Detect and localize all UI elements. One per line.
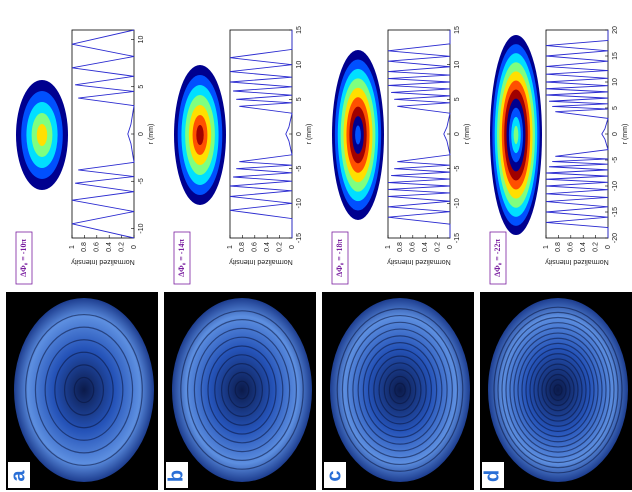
y-tick-label: 0 (289, 245, 296, 249)
x-tick-label: 0 (138, 132, 145, 136)
y-tick-label: 1 (385, 245, 392, 249)
x-tick-label: 10 (454, 61, 461, 69)
sim-ring (196, 125, 203, 145)
x-tick-label: -5 (138, 178, 145, 184)
y-tick-label: 1 (227, 245, 234, 249)
y-tick-label: 0 (447, 245, 454, 249)
y-tick-label: 0.2 (434, 242, 441, 252)
y-tick-label: 0.2 (118, 242, 125, 252)
sim-ring (355, 126, 361, 145)
phase-label: ΔΦ₀ = -18π (335, 239, 344, 277)
sim-ring (37, 124, 47, 146)
x-tick-label: -10 (296, 198, 303, 208)
y-tick-label: 0.4 (580, 242, 587, 252)
x-tick-label: -10 (138, 223, 145, 233)
x-tick-label: 15 (612, 52, 619, 60)
x-tick-label: -5 (612, 157, 619, 163)
x-tick-label: 5 (454, 97, 461, 101)
y-tick-label: 0.8 (81, 242, 88, 252)
y-axis-label: Normalized Intensity (71, 258, 135, 265)
phase-label: ΔΦ₀ = -14π (177, 239, 186, 277)
panel: c ΔΦ₀ = -18π -15 -10 -5 0 5 10 15 0 0.2 0.4 0.6 0.8 1 r… (322, 26, 474, 490)
x-tick-label: 5 (138, 85, 145, 89)
y-tick-label: 0.4 (264, 242, 271, 252)
panel: b ΔΦ₀ = -14π -15 -10 -5 0 5 10 15 0 0.2 0.4 0.6 0.8 1 r… (164, 26, 316, 490)
photo-beam (172, 298, 312, 482)
y-tick-label: 0 (131, 245, 138, 249)
panel: d ΔΦ₀ = -22π -20 -15 -10 -5 0 5 10 15 20 0 0.2 0.4 0.6… (480, 26, 632, 490)
sim-ring (514, 126, 519, 144)
panel-letter: c (323, 470, 345, 481)
x-axis-label: r (mm) (306, 124, 313, 145)
x-tick-label: -5 (454, 165, 461, 171)
x-tick-label: 15 (296, 26, 303, 34)
phase-label: ΔΦ₀ = -10π (19, 239, 28, 277)
y-axis-label: Normalized Intensity (545, 258, 609, 265)
panel-letter: b (165, 470, 187, 482)
x-tick-label: 10 (138, 35, 145, 43)
x-axis-label: r (mm) (622, 124, 629, 145)
x-tick-label: 5 (612, 106, 619, 110)
x-tick-label: 10 (296, 61, 303, 69)
y-tick-label: 0.6 (252, 242, 259, 252)
x-tick-label: -15 (612, 207, 619, 217)
x-tick-label: -15 (454, 233, 461, 243)
x-tick-label: 0 (454, 132, 461, 136)
y-tick-label: 0.6 (568, 242, 575, 252)
y-tick-label: 0.8 (397, 242, 404, 252)
y-tick-label: 0.6 (410, 242, 417, 252)
y-tick-label: 0.2 (592, 242, 599, 252)
photo-beam (330, 298, 470, 482)
y-tick-label: 0.8 (239, 242, 246, 252)
panel-letter: d (481, 470, 503, 482)
panel-letter: a (7, 470, 29, 482)
x-tick-label: 15 (454, 26, 461, 34)
y-axis-label: Normalized Intensity (387, 258, 451, 265)
x-axis-label: r (mm) (148, 124, 155, 145)
y-tick-label: 1 (543, 245, 550, 249)
phase-label: ΔΦ₀ = -22π (493, 239, 502, 277)
x-tick-label: -20 (612, 233, 619, 243)
x-tick-label: 10 (612, 78, 619, 86)
plot-area (388, 30, 450, 238)
x-tick-label: -5 (296, 165, 303, 171)
x-tick-label: 20 (612, 26, 619, 34)
x-tick-label: -15 (296, 233, 303, 243)
y-tick-label: 0.6 (94, 242, 101, 252)
y-tick-label: 0.4 (106, 242, 113, 252)
y-axis-label: Normalized Intensity (229, 258, 293, 265)
x-axis-label: r (mm) (464, 124, 471, 145)
y-tick-label: 0 (605, 245, 612, 249)
panel: a ΔΦ₀ = -10π -10 -5 0 5 10 0 0.2 0.4 0.6 0.8 1 r (mm)… (6, 30, 158, 490)
photo-beam (488, 298, 628, 482)
x-tick-label: -10 (612, 181, 619, 191)
y-tick-label: 0.8 (555, 242, 562, 252)
y-tick-label: 1 (69, 245, 76, 249)
x-tick-label: 0 (612, 132, 619, 136)
x-tick-label: 0 (296, 132, 303, 136)
plot-area (72, 30, 134, 238)
x-tick-label: 5 (296, 97, 303, 101)
plot-area (546, 30, 608, 238)
y-tick-label: 0.2 (276, 242, 283, 252)
x-tick-label: -10 (454, 198, 461, 208)
figure: aΔΦ₀ = -10π-10-5051000.20.40.60.81r (mm)… (0, 0, 632, 492)
y-tick-label: 0.4 (422, 242, 429, 252)
